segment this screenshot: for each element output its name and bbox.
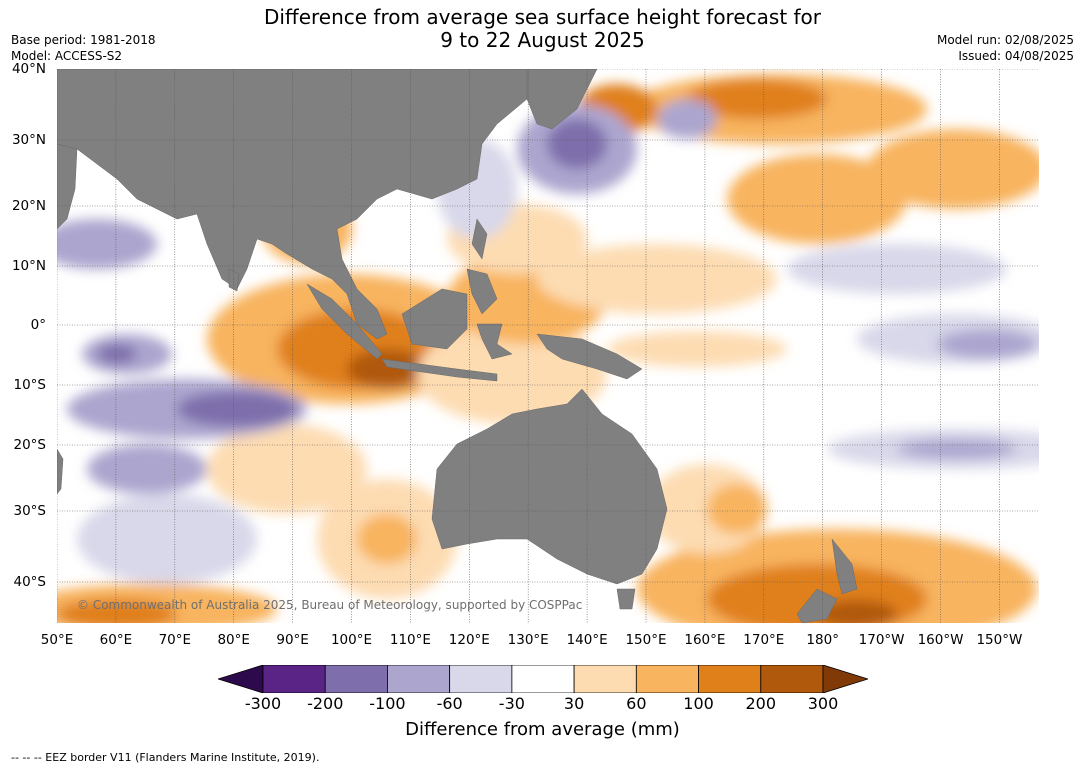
colorbar-segment bbox=[760, 665, 824, 693]
map-title-line2: 9 to 22 August 2025 bbox=[440, 28, 645, 52]
lon-label: 60°E bbox=[99, 632, 133, 648]
base-period: Base period: 1981-2018 bbox=[11, 33, 156, 47]
colorbar-segment bbox=[324, 665, 388, 693]
lon-label: 120°E bbox=[448, 632, 490, 648]
borneo-landmass bbox=[401, 288, 468, 350]
issued-date: Issued: 04/08/2025 bbox=[958, 49, 1074, 63]
anomaly-field bbox=[57, 74, 1039, 623]
lon-label: 180° bbox=[806, 632, 839, 648]
lat-label: 20°S bbox=[13, 437, 47, 453]
philippines-landmass bbox=[471, 218, 488, 260]
colorbar-tick-label: -30 bbox=[498, 694, 525, 713]
lon-label: 100°E bbox=[330, 632, 373, 648]
sumatra-landmass bbox=[306, 283, 383, 360]
new-zealand-landmass bbox=[796, 588, 838, 623]
colorbar-segment bbox=[635, 665, 699, 693]
lat-label: 40°S bbox=[13, 574, 47, 590]
australia-landmass bbox=[431, 388, 668, 585]
lon-label: 130°E bbox=[507, 632, 549, 648]
lon-label: 160°W bbox=[917, 632, 964, 648]
lon-label: 70°E bbox=[158, 632, 192, 648]
lon-label: 150°E bbox=[625, 632, 667, 648]
lat-label: 30°N bbox=[11, 132, 46, 148]
lat-label: 10°N bbox=[11, 258, 46, 274]
lon-label: 160°E bbox=[684, 632, 726, 648]
colorbar-segment bbox=[573, 665, 637, 693]
lon-label: 50°E bbox=[40, 632, 74, 648]
arabia-landmass bbox=[57, 143, 78, 230]
model-run-date: Model run: 02/08/2025 bbox=[936, 33, 1074, 47]
colorbar-segment bbox=[511, 665, 575, 693]
colorbar-tick-label: 300 bbox=[807, 694, 839, 713]
run-info: Model run: 02/08/2025 Issued: 04/08/2025 bbox=[937, 32, 1074, 64]
colorbar-tick-label: -60 bbox=[436, 694, 463, 713]
madagascar-landmass bbox=[57, 448, 64, 495]
colorbar-tick-label: 100 bbox=[683, 694, 714, 713]
colorbar-tick-label: -200 bbox=[307, 694, 344, 713]
new-zealand-landmass bbox=[831, 538, 858, 595]
lon-label: 170°E bbox=[743, 632, 785, 648]
lon-label: 110°E bbox=[389, 632, 431, 648]
colorbar-extend-low bbox=[218, 665, 264, 693]
colorbar-segment bbox=[387, 665, 451, 693]
model-name: Model: ACCESS-S2 bbox=[11, 49, 123, 63]
lat-label: 10°S bbox=[13, 377, 47, 393]
colorbar-extend-high bbox=[822, 665, 868, 693]
lon-label: 90°E bbox=[276, 632, 309, 648]
model-info: Base period: 1981-2018 Model: ACCESS-S2 bbox=[11, 32, 156, 64]
colorbar-tick-label: -300 bbox=[244, 694, 282, 713]
lon-label: 80°E bbox=[217, 632, 250, 648]
colorbar-tick-label: 60 bbox=[626, 694, 647, 713]
colorbar-title: Difference from average (mm) bbox=[405, 719, 680, 740]
colorbar-segment bbox=[698, 665, 762, 693]
lon-label: 140°E bbox=[566, 632, 608, 648]
graticule bbox=[57, 69, 1039, 623]
sulawesi-landmass bbox=[476, 323, 513, 360]
java-landmass bbox=[381, 358, 498, 382]
lat-label: 40°N bbox=[11, 61, 46, 77]
lon-label: 170°W bbox=[858, 632, 905, 648]
copyright-notice: © Commonwealth of Australia 2025, Bureau… bbox=[77, 598, 583, 612]
map-canvas bbox=[57, 69, 1039, 623]
sea-surface-height-map: © Commonwealth of Australia 2025, Bureau… bbox=[57, 69, 1039, 623]
japan-landmass bbox=[526, 69, 598, 130]
lat-label: 20°N bbox=[11, 198, 46, 214]
colorbar-tick-label: -100 bbox=[369, 694, 406, 713]
colorbar-tick-label: 200 bbox=[745, 694, 777, 713]
lat-label: 30°S bbox=[13, 503, 47, 519]
philippines-landmass bbox=[466, 268, 498, 315]
map-title-line1: Difference from average sea surface heig… bbox=[263, 5, 822, 29]
colorbar-segment bbox=[262, 665, 326, 693]
tasmania-landmass bbox=[616, 588, 636, 610]
colorbar-segment bbox=[449, 665, 513, 693]
colorbar-tick-label: 30 bbox=[563, 694, 585, 713]
lon-label: 150°W bbox=[976, 632, 1023, 648]
colorbar bbox=[218, 665, 868, 693]
lat-label: 0° bbox=[30, 317, 46, 333]
eez-footnote: -- -- -- EEZ border V11 (Flanders Marine… bbox=[11, 751, 320, 764]
new-guinea-landmass bbox=[536, 333, 643, 380]
